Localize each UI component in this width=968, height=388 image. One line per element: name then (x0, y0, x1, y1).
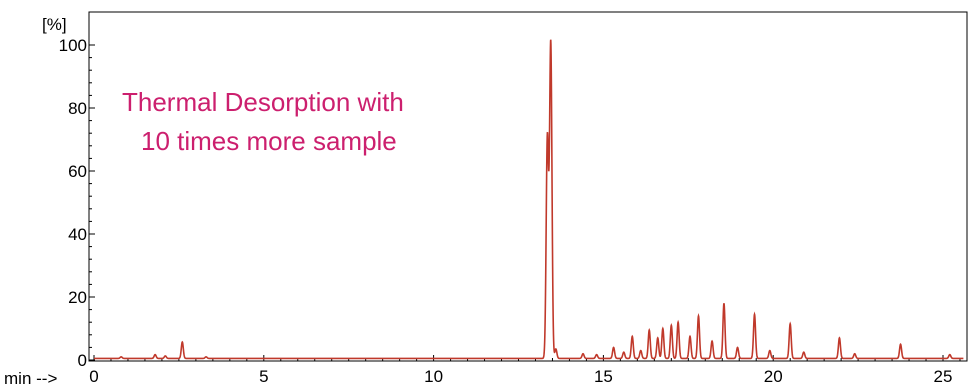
x-tick-label: 0 (89, 367, 98, 386)
annotation-line-1: Thermal Desorption with (122, 87, 404, 117)
y-tick-label: 60 (68, 162, 87, 181)
y-tick-label: 0 (78, 351, 87, 370)
annotation-line-2: 10 times more sample (141, 126, 397, 156)
chromatogram-trace (94, 39, 964, 360)
y-tick-label: 20 (68, 288, 87, 307)
y-tick-label: 40 (68, 225, 87, 244)
x-tick-label: 5 (259, 367, 268, 386)
x-tick-label: 15 (594, 367, 613, 386)
x-axis-label: min --> (4, 369, 57, 388)
x-axis-ticks: 0 5 10 15 20 25 (89, 355, 952, 386)
y-axis-label: [%] (42, 15, 67, 34)
x-tick-label: 10 (424, 367, 443, 386)
y-axis-ticks: 0 20 40 60 80 100 (59, 36, 95, 370)
y-tick-label: 100 (59, 36, 87, 55)
x-tick-label: 25 (934, 367, 953, 386)
plot-frame (88, 11, 968, 362)
x-tick-label: 20 (764, 367, 783, 386)
y-tick-label: 80 (68, 99, 87, 118)
